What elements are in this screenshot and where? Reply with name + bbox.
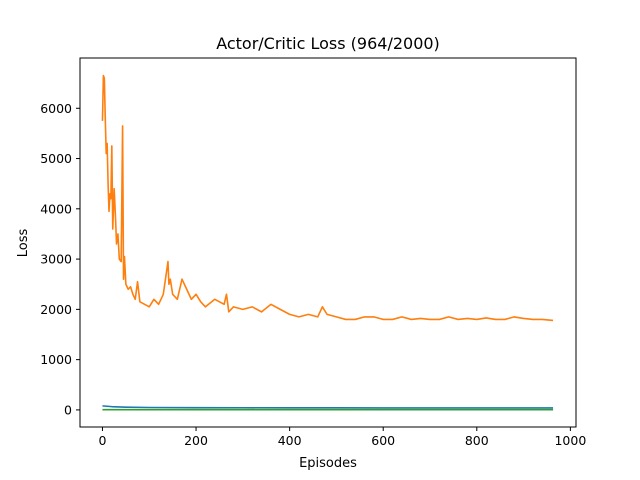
y-tick-label: 1000 [40,352,72,367]
plot-area [101,74,554,411]
series-layer [101,74,554,411]
x-tick-label: 800 [465,433,489,448]
y-tick-label: 0 [64,402,72,417]
plot-frame [79,57,577,428]
y-tick-label: 2000 [40,302,72,317]
y-tick-label: 6000 [40,101,72,116]
y-tick-label: 5000 [40,151,72,166]
y-axis: 0 1000 2000 3000 4000 5000 6000 [40,101,80,417]
x-tick-label: 600 [371,433,395,448]
x-axis-label: Episodes [299,456,357,471]
x-tick-label: 1000 [554,433,586,448]
y-tick-label: 3000 [40,252,72,267]
series-line-1 [102,405,554,409]
x-tick-label: 0 [98,433,106,448]
x-tick-label: 400 [278,433,302,448]
y-tick-label: 4000 [40,201,72,216]
series-line-2 [101,74,554,322]
x-tick-label: 200 [184,433,208,448]
chart-title: Actor/Critic Loss (964/2000) [216,34,440,53]
y-axis-label: Loss [16,229,31,258]
x-axis: 0 200 400 600 800 1000 [98,427,586,448]
